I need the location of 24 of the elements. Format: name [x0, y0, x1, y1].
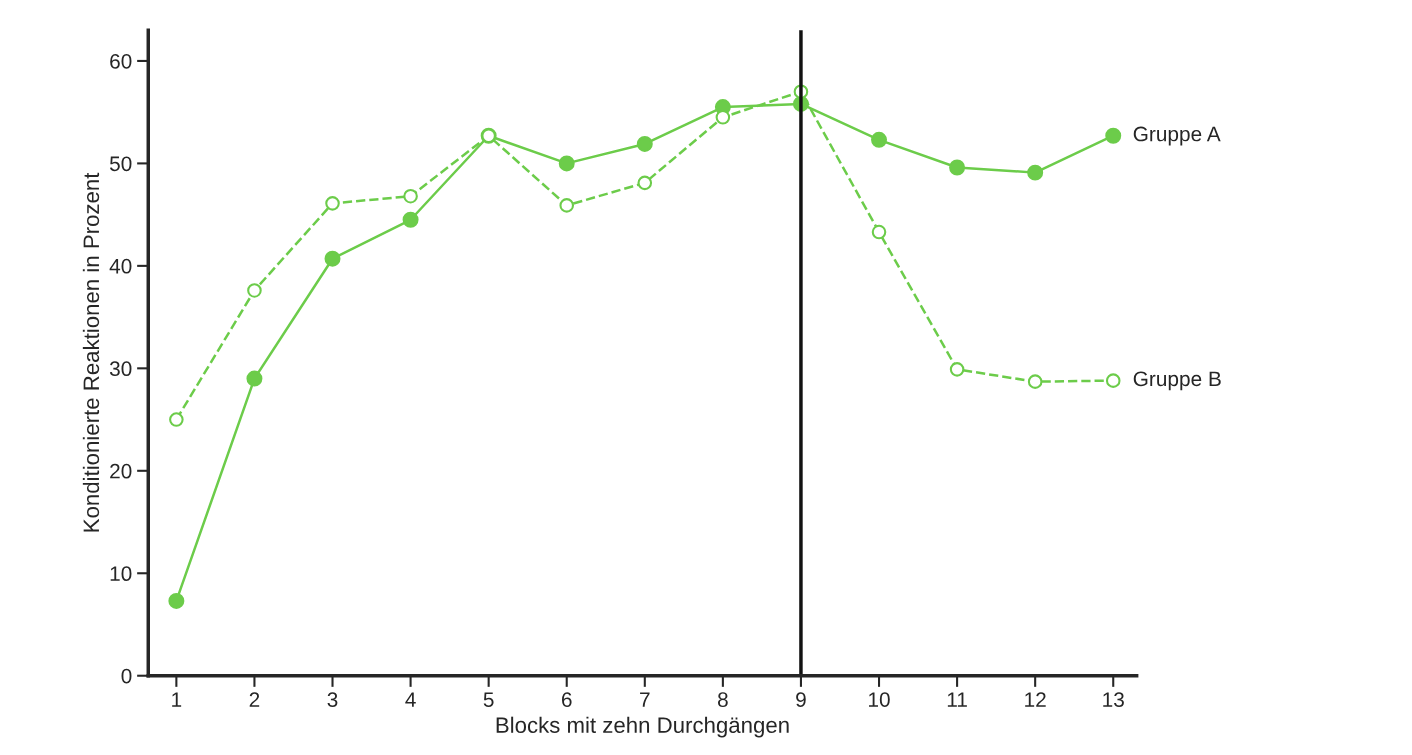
x-tick-label: 13	[1103, 692, 1124, 707]
x-tick-label: 9	[796, 692, 806, 707]
y-tick-label: 30	[109, 361, 132, 377]
y-axis-title: Konditionierte Reaktionen in Prozent	[82, 172, 100, 532]
x-tick-label: 12	[1025, 692, 1046, 707]
y-tick-label: 20	[110, 463, 132, 479]
x-axis-title: Blocks mit zehn Durchgängen	[496, 716, 789, 738]
y-tick-label: 10	[110, 566, 132, 582]
series-label: Gruppe B	[1133, 371, 1221, 391]
x-tick-label: 8	[717, 692, 728, 707]
y-tick-label: 40	[109, 258, 132, 274]
x-tick-label: 5	[483, 692, 494, 707]
x-tick-label: 10	[869, 692, 890, 707]
x-tick-label: 11	[947, 692, 967, 707]
x-tick-label: 7	[640, 692, 650, 707]
y-tick-label: 50	[109, 156, 132, 172]
series-label: Gruppe A	[1133, 126, 1221, 146]
x-tick-label: 3	[327, 692, 338, 707]
x-tick-label: 1	[172, 692, 182, 707]
y-tick-label: 60	[110, 53, 132, 69]
x-tick-label: 2	[249, 692, 260, 707]
x-tick-label: 6	[561, 692, 572, 707]
x-tick-label: 4	[405, 692, 416, 707]
y-tick-label: 0	[121, 668, 132, 684]
